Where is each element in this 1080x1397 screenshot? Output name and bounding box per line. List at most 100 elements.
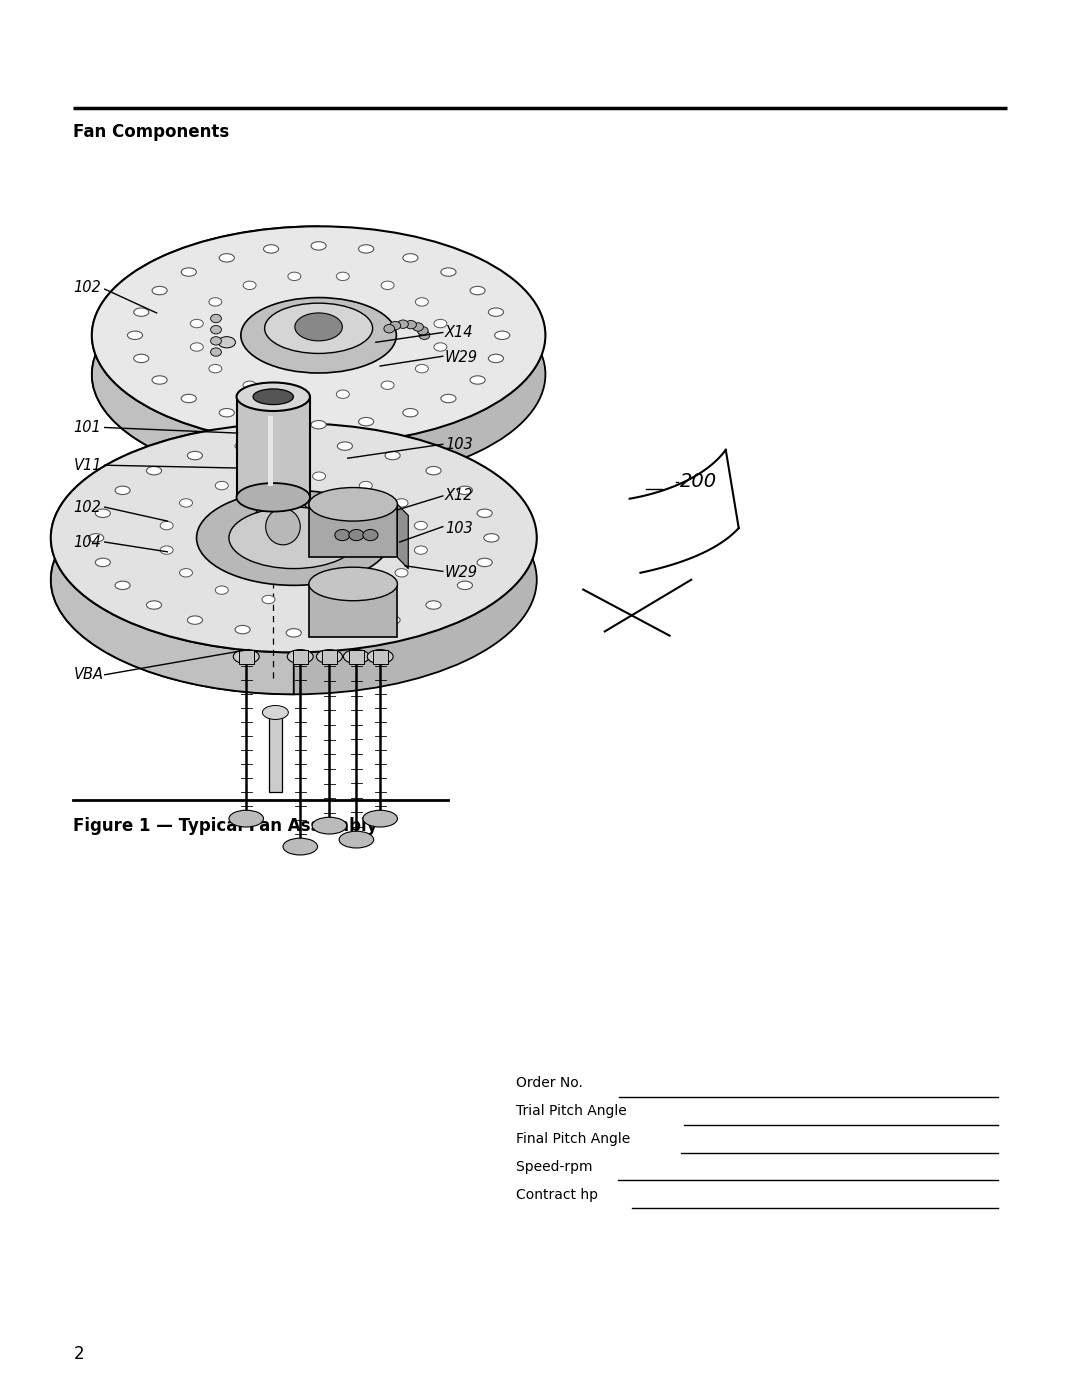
Ellipse shape xyxy=(211,348,221,356)
Ellipse shape xyxy=(286,629,301,637)
Ellipse shape xyxy=(416,298,429,306)
Ellipse shape xyxy=(253,496,313,557)
Ellipse shape xyxy=(264,244,279,253)
Text: 101: 101 xyxy=(73,420,102,434)
Ellipse shape xyxy=(262,705,288,719)
Text: 103: 103 xyxy=(445,437,473,451)
Ellipse shape xyxy=(316,650,342,664)
Ellipse shape xyxy=(363,810,397,827)
Ellipse shape xyxy=(416,365,429,373)
Ellipse shape xyxy=(190,320,203,328)
Ellipse shape xyxy=(360,482,373,490)
Text: W29: W29 xyxy=(445,351,478,365)
Ellipse shape xyxy=(241,298,396,373)
Ellipse shape xyxy=(283,838,318,855)
Ellipse shape xyxy=(312,817,347,834)
Ellipse shape xyxy=(477,559,492,567)
Ellipse shape xyxy=(434,342,447,351)
Ellipse shape xyxy=(413,323,423,331)
Ellipse shape xyxy=(237,383,310,411)
Ellipse shape xyxy=(309,567,397,601)
Ellipse shape xyxy=(295,313,342,341)
Ellipse shape xyxy=(470,376,485,384)
Bar xyxy=(322,650,337,664)
Ellipse shape xyxy=(335,529,350,541)
Ellipse shape xyxy=(235,441,251,450)
Ellipse shape xyxy=(477,509,492,517)
Ellipse shape xyxy=(336,390,349,398)
Ellipse shape xyxy=(287,650,313,664)
Text: Contract hp: Contract hp xyxy=(516,1187,603,1201)
Ellipse shape xyxy=(116,486,131,495)
Ellipse shape xyxy=(95,509,110,517)
Ellipse shape xyxy=(386,616,401,624)
Text: 104: 104 xyxy=(73,535,102,549)
Ellipse shape xyxy=(266,509,300,545)
Ellipse shape xyxy=(417,327,428,335)
Ellipse shape xyxy=(215,585,228,594)
Polygon shape xyxy=(397,504,408,569)
Ellipse shape xyxy=(262,595,275,604)
Ellipse shape xyxy=(147,601,162,609)
Ellipse shape xyxy=(349,529,364,541)
Text: 2: 2 xyxy=(73,1345,84,1363)
Ellipse shape xyxy=(395,499,408,507)
Ellipse shape xyxy=(243,381,256,390)
Ellipse shape xyxy=(265,303,373,353)
Ellipse shape xyxy=(359,418,374,426)
Ellipse shape xyxy=(359,244,374,253)
Ellipse shape xyxy=(390,321,401,330)
Ellipse shape xyxy=(262,472,275,481)
Ellipse shape xyxy=(211,337,221,345)
Ellipse shape xyxy=(116,581,131,590)
Bar xyxy=(309,504,397,557)
Ellipse shape xyxy=(51,465,537,694)
Ellipse shape xyxy=(381,381,394,390)
Ellipse shape xyxy=(419,331,430,339)
Ellipse shape xyxy=(229,810,264,827)
Ellipse shape xyxy=(243,281,256,289)
Ellipse shape xyxy=(160,546,173,555)
Text: W29: W29 xyxy=(445,566,478,580)
Ellipse shape xyxy=(397,320,408,328)
Ellipse shape xyxy=(383,324,394,332)
Ellipse shape xyxy=(233,650,259,664)
Ellipse shape xyxy=(343,650,369,664)
Text: 103: 103 xyxy=(445,521,473,535)
Ellipse shape xyxy=(337,626,352,634)
Ellipse shape xyxy=(253,388,294,405)
Ellipse shape xyxy=(311,420,326,429)
Ellipse shape xyxy=(211,314,221,323)
Ellipse shape xyxy=(288,390,301,398)
Ellipse shape xyxy=(339,831,374,848)
Text: Final Pitch Angle: Final Pitch Angle xyxy=(516,1132,631,1146)
Ellipse shape xyxy=(488,355,503,363)
Ellipse shape xyxy=(441,268,456,277)
Bar xyxy=(237,397,310,497)
Ellipse shape xyxy=(160,521,173,529)
Ellipse shape xyxy=(406,320,417,328)
Ellipse shape xyxy=(312,595,325,604)
Ellipse shape xyxy=(179,569,192,577)
Bar xyxy=(373,650,388,664)
Ellipse shape xyxy=(415,546,428,555)
Text: Trial Pitch Angle: Trial Pitch Angle xyxy=(516,1104,632,1118)
Text: VBA: VBA xyxy=(73,668,104,682)
Ellipse shape xyxy=(188,451,203,460)
Ellipse shape xyxy=(360,585,373,594)
Text: 102: 102 xyxy=(73,281,102,295)
Ellipse shape xyxy=(426,467,441,475)
Ellipse shape xyxy=(147,467,162,475)
Ellipse shape xyxy=(179,499,192,507)
Ellipse shape xyxy=(229,507,359,569)
Bar xyxy=(309,584,397,637)
Text: 102: 102 xyxy=(73,500,102,514)
Ellipse shape xyxy=(134,307,149,316)
Ellipse shape xyxy=(127,331,143,339)
Ellipse shape xyxy=(264,418,279,426)
Ellipse shape xyxy=(403,408,418,416)
Ellipse shape xyxy=(441,394,456,402)
Ellipse shape xyxy=(434,320,447,328)
Ellipse shape xyxy=(152,286,167,295)
Ellipse shape xyxy=(219,254,234,263)
